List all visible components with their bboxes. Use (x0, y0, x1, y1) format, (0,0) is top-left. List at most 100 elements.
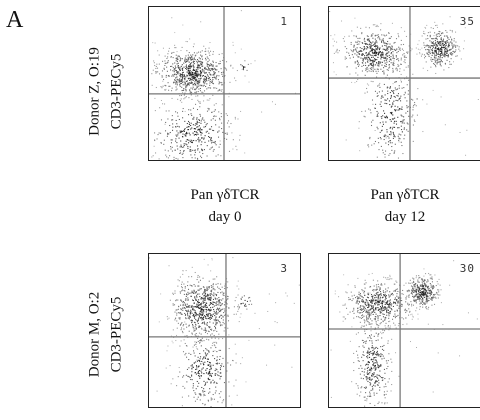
event-dot (379, 37, 381, 39)
event-dot (412, 304, 415, 306)
event-dot (234, 343, 236, 345)
event-dot (195, 327, 198, 329)
event-dot (211, 69, 214, 71)
event-dot (171, 17, 173, 19)
event-dot (194, 78, 196, 80)
event-dot (417, 298, 419, 300)
event-dot (453, 38, 455, 40)
event-dot (374, 52, 376, 54)
event-dot (415, 292, 417, 294)
event-dot (397, 135, 399, 137)
event-dot (415, 300, 417, 302)
event-dot (180, 140, 182, 142)
event-dot (372, 65, 375, 67)
event-dot (380, 55, 382, 57)
event-dot (194, 149, 196, 151)
event-dot (207, 66, 209, 68)
event-dot (373, 285, 375, 287)
event-dot (175, 309, 177, 311)
event-dot (190, 353, 192, 355)
event-dot (389, 310, 392, 312)
event-dot (174, 81, 176, 83)
event-dot (196, 62, 198, 64)
event-dot (467, 312, 469, 314)
event-dot (197, 67, 199, 69)
event-dot (424, 279, 426, 281)
event-dot (419, 303, 421, 305)
event-dot (172, 304, 174, 306)
event-dot (183, 74, 185, 76)
event-dot (201, 150, 204, 152)
event-dot (188, 132, 190, 134)
event-dot (380, 97, 382, 99)
event-dot (376, 114, 378, 116)
event-dot (389, 278, 391, 280)
event-dot (356, 295, 358, 298)
event-dot (201, 317, 203, 319)
event-dot (439, 50, 441, 52)
event-dot (353, 307, 355, 309)
event-dot (197, 396, 199, 398)
event-dot (381, 302, 383, 304)
event-dot (235, 362, 237, 364)
event-dot (375, 46, 377, 48)
event-dot (164, 62, 166, 64)
event-dot (374, 107, 377, 109)
event-dot (422, 292, 424, 294)
event-dot (438, 47, 440, 49)
event-dot (199, 58, 201, 60)
event-dot (375, 284, 377, 286)
event-dot (413, 295, 415, 297)
event-dot (425, 298, 427, 300)
event-dot (377, 54, 380, 56)
event-dot (427, 308, 429, 310)
event-dot (198, 61, 200, 63)
event-dot (367, 352, 369, 354)
event-dot (202, 390, 204, 392)
event-dot (393, 62, 395, 65)
event-dot (395, 299, 397, 301)
event-dot (211, 333, 213, 335)
event-dot (214, 289, 216, 291)
event-dot (226, 138, 228, 140)
event-dot (364, 110, 366, 112)
event-dot (182, 157, 184, 159)
event-dot (216, 330, 218, 332)
event-dot (440, 52, 442, 55)
event-dot (200, 308, 202, 310)
event-dot (375, 320, 377, 323)
event-dot (403, 94, 405, 96)
event-dot (372, 307, 374, 310)
event-dot (361, 339, 363, 341)
event-dot (435, 284, 437, 287)
event-dot (381, 96, 383, 98)
event-dot (215, 318, 217, 320)
event-dot (426, 294, 428, 296)
event-dot (365, 342, 367, 344)
event-dot (182, 71, 184, 73)
event-dot (356, 51, 358, 53)
event-dot (421, 293, 423, 295)
event-dot (191, 305, 193, 307)
event-dot (392, 118, 394, 120)
event-dot (395, 49, 397, 52)
event-dot (242, 302, 244, 304)
event-dot (374, 43, 376, 45)
event-dot (372, 374, 374, 376)
event-dot (437, 294, 439, 296)
event-dot (212, 94, 214, 96)
event-dot (177, 279, 179, 281)
event-dot (372, 61, 374, 63)
event-dot (436, 38, 438, 40)
event-dot (371, 375, 373, 377)
event-dot (387, 287, 389, 289)
event-dot (388, 304, 390, 306)
event-dot (187, 59, 189, 61)
event-dot (432, 285, 434, 287)
event-dot (186, 310, 188, 313)
event-dot (186, 83, 188, 85)
event-dot (210, 81, 213, 83)
event-dot (430, 298, 432, 300)
event-dot (202, 71, 204, 73)
event-dot (220, 309, 222, 312)
